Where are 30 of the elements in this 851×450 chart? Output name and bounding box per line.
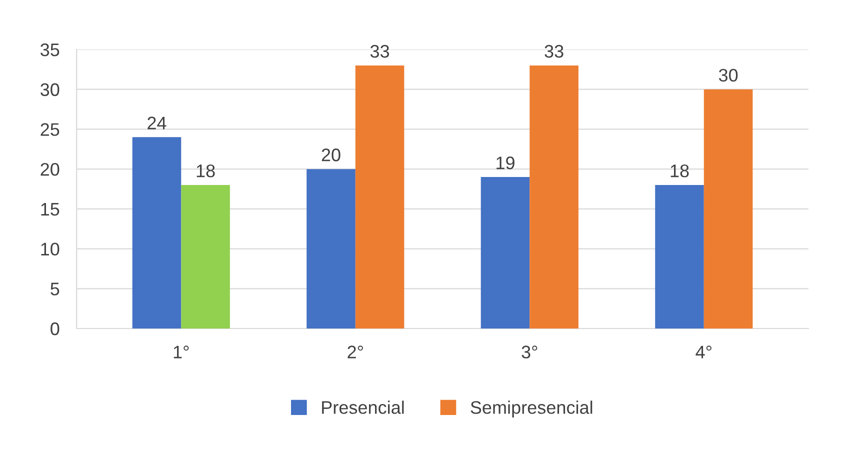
y-tick-label: 30 [40,83,60,96]
y-tick-label: 5 [50,282,60,296]
bar [530,65,578,328]
bar [480,177,530,328]
legend-label: Semipresencial [470,400,592,418]
bar [704,89,753,328]
bar [132,137,182,328]
data-label: 24 [148,116,166,130]
y-tick-label: 15 [41,203,60,216]
data-label: 18 [670,164,689,178]
data-label: 30 [718,68,738,82]
y-tick-label: 25 [40,123,60,136]
y-tick-label: 0 [50,322,60,336]
data-label: 19 [496,156,514,170]
bar [355,65,404,328]
x-tick-label: 3° [522,346,538,358]
y-tick-label: 20 [40,163,60,176]
x-tick-label: 2° [348,346,363,358]
data-label: 20 [322,148,340,162]
y-tick-label: 10 [41,242,60,256]
data-label: 18 [196,164,215,178]
bar [181,185,230,328]
y-tick-label: 35 [40,43,60,56]
data-label: 33 [370,44,390,58]
data-label: 33 [544,44,564,58]
x-tick-label: 1° [174,346,189,358]
bar [655,185,704,328]
x-tick-label: 4° [696,346,712,358]
legend-label: Presencial [322,400,404,414]
bar [306,169,356,328]
